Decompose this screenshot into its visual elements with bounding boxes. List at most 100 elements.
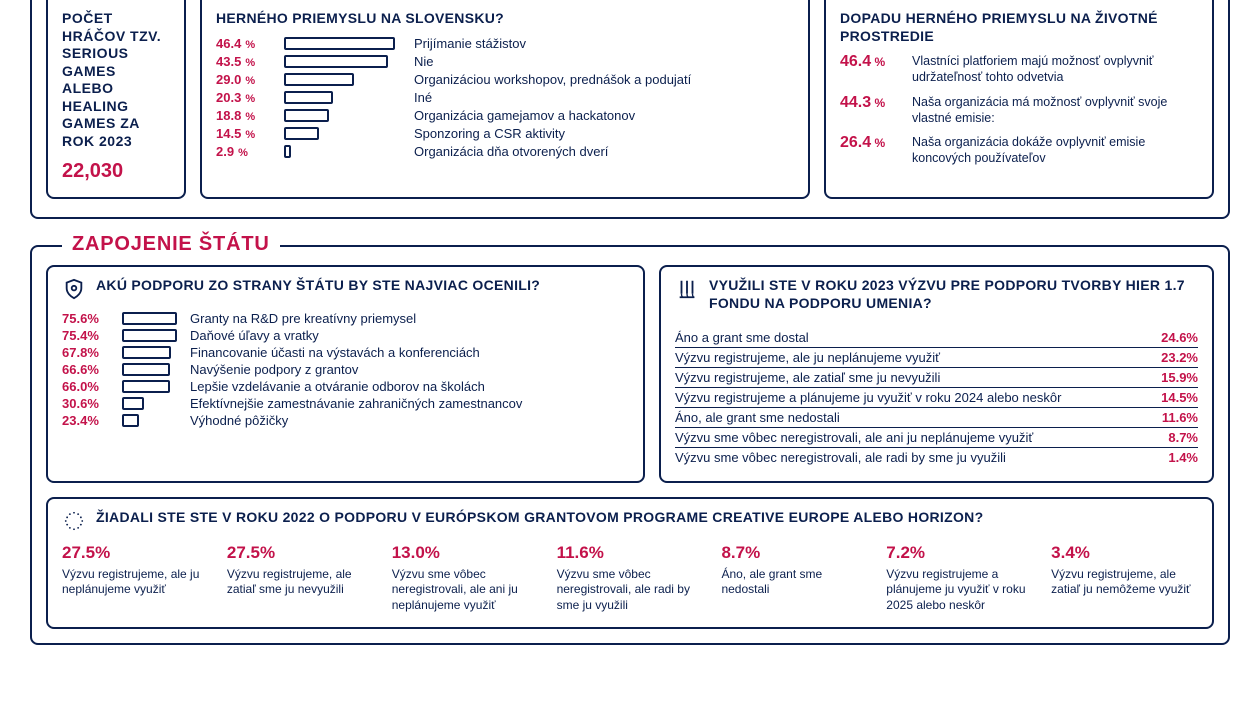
bar-track	[284, 55, 404, 68]
bar-box	[122, 363, 170, 376]
bar-box	[122, 312, 177, 325]
support-label: Výhodné pôžičky	[190, 413, 288, 428]
env-panel: DOPADU HERNÉHO PRIEMYSLU NA ŽIVOTNÉ PROS…	[824, 0, 1214, 199]
industry-bar-row: 46.4 %Prijímanie stážistov	[216, 36, 794, 51]
support-bar-row: 75.6% Granty na R&D pre kreatívny priemys…	[62, 311, 629, 326]
bar-label: Nie	[414, 54, 434, 69]
fund-percent: 24.6%	[1161, 330, 1198, 345]
bar-box	[284, 145, 291, 158]
support-label: Granty na R&D pre kreatívny priemysel	[190, 311, 416, 326]
support-track	[122, 414, 180, 427]
env-row: 26.4 %Naša organizácia dokáže ovplyvniť …	[840, 134, 1198, 167]
bar-percent: 18.8 %	[216, 108, 274, 123]
env-row: 46.4 % Vlastníci platforiem majú možnosť …	[840, 53, 1198, 86]
env-row: 44.3 %Naša organizácia má možnosť ovplyv…	[840, 94, 1198, 127]
fund-row: Výzvu sme vôbec neregistrovali, ale ani …	[675, 428, 1198, 448]
support-percent: 75.4%	[62, 328, 112, 343]
support-label: Daňové úľavy a vratky	[190, 328, 319, 343]
fund-rows: Áno a grant sme dostal24.6% Výzvu registr…	[675, 328, 1198, 467]
bar-box	[284, 109, 329, 122]
fund-row: Výzvu registrujeme, ale ju neplánujeme v…	[675, 348, 1198, 368]
support-bar-row: 75.4% Daňové úľavy a vratky	[62, 328, 629, 343]
support-label: Lepšie vzdelávanie a otváranie odborov n…	[190, 379, 485, 394]
support-percent: 75.6%	[62, 311, 112, 326]
support-track	[122, 397, 180, 410]
fund-row: Výzvu registrujeme a plánujeme ju využiť…	[675, 388, 1198, 408]
support-track	[122, 380, 180, 393]
support-rows: 75.6% Granty na R&D pre kreatívny priemys…	[62, 311, 629, 428]
bar-percent: 46.4 %	[216, 36, 274, 51]
env-rows: 46.4 % Vlastníci platforiem majú možnosť …	[840, 53, 1198, 167]
support-label: Efektívnejšie zamestnávanie zahraničných…	[190, 396, 522, 411]
bar-box	[122, 414, 139, 427]
fund-row: Áno a grant sme dostal24.6%	[675, 328, 1198, 348]
eu-label: Výzvu registrujeme, ale ju neplánujeme v…	[62, 567, 209, 598]
shield-icon	[62, 277, 86, 301]
support-percent: 66.0%	[62, 379, 112, 394]
bar-box	[122, 380, 170, 393]
fund-percent: 15.9%	[1161, 370, 1198, 385]
eu-percent: 11.6%	[557, 543, 704, 563]
eu-percent: 8.7%	[721, 543, 868, 563]
support-percent: 23.4%	[62, 413, 112, 428]
support-track	[122, 312, 180, 325]
fund-icon	[675, 277, 699, 301]
eu-stars-icon	[62, 509, 86, 533]
industry-bar-row: 29.0 %Organizáciou workshopov, prednášok…	[216, 72, 794, 87]
support-track	[122, 346, 180, 359]
page: POČET HRÁČOV TZV. SERIOUS GAMES ALEBO HE…	[0, 0, 1260, 645]
eu-column: 13.0%Výzvu sme vôbec neregistrovali, ale…	[392, 543, 539, 614]
fund-percent: 11.6%	[1162, 410, 1198, 425]
industry-bar-row: 14.5 %Sponzoring a CSR aktivity	[216, 126, 794, 141]
fund-row: Áno, ale grant sme nedostali 11.6%	[675, 408, 1198, 428]
fund-label: Áno, ale grant sme nedostali	[675, 410, 840, 425]
support-bar-row: 66.0% Lepšie vzdelávanie a otváranie odbo…	[62, 379, 629, 394]
eu-percent: 7.2%	[886, 543, 1033, 563]
fund-percent: 8.7%	[1168, 430, 1198, 445]
eu-column: 27.5% Výzvu registrujeme, ale ju neplánuj…	[62, 543, 209, 614]
support-bar-row: 30.6% Efektívnejšie zamestnávanie zahrani…	[62, 396, 629, 411]
bar-label: Sponzoring a CSR aktivity	[414, 126, 565, 141]
fund-row: Výzvu registrujeme, ale zatiaľ sme ju ne…	[675, 368, 1198, 388]
fund-title: VYUŽILI STE V ROKU 2023 VÝZVU PRE PODPOR…	[709, 277, 1198, 312]
bar-track	[284, 127, 404, 140]
env-title: DOPADU HERNÉHO PRIEMYSLU NA ŽIVOTNÉ PROS…	[840, 10, 1198, 45]
bar-percent: 29.0 %	[216, 72, 274, 87]
eu-percent: 3.4%	[1051, 543, 1198, 563]
support-bar-row: 66.6%Navýšenie podpory z grantov	[62, 362, 629, 377]
eu-percent: 27.5%	[62, 543, 209, 563]
env-percent: 26.4 %	[840, 134, 898, 167]
support-track	[122, 329, 180, 342]
fund-label: Výzvu registrujeme, ale ju neplánujeme v…	[675, 350, 940, 365]
bar-track	[284, 109, 404, 122]
support-panel: AKÚ PODPORU ZO STRANY ŠTÁTU BY STE NAJVI…	[46, 265, 645, 483]
env-percent: 46.4 %	[840, 53, 898, 86]
state-section: ZAPOJENIE ŠTÁTU AKÚ PODPORU ZO STRANY ŠT…	[30, 245, 1230, 645]
bar-box	[284, 127, 319, 140]
support-bar-row: 23.4% Výhodné pôžičky	[62, 413, 629, 428]
eu-column: 7.2%Výzvu registrujeme a plánujeme ju vy…	[886, 543, 1033, 614]
bar-percent: 2.9 %	[216, 144, 274, 159]
fund-label: Výzvu registrujeme a plánujeme ju využiť…	[675, 390, 1061, 405]
top-row: POČET HRÁČOV TZV. SERIOUS GAMES ALEBO HE…	[30, 0, 1230, 219]
section-title-wrap: ZAPOJENIE ŠTÁTU	[62, 233, 280, 256]
players-label: POČET HRÁČOV TZV. SERIOUS GAMES ALEBO HE…	[62, 10, 170, 150]
eu-column: 11.6%Výzvu sme vôbec neregistrovali, ale…	[557, 543, 704, 614]
eu-panel: ŽIADALI STE STE V ROKU 2022 O PODPORU V …	[46, 497, 1214, 629]
eu-title: ŽIADALI STE STE V ROKU 2022 O PODPORU V …	[96, 509, 983, 527]
eu-column: 27.5%Výzvu registrujeme, ale zatiaľ sme …	[227, 543, 374, 614]
players-value: 22,030	[62, 160, 170, 183]
bar-box	[284, 91, 333, 104]
bar-box	[122, 346, 171, 359]
fund-percent: 1.4%	[1168, 450, 1198, 465]
bar-track	[284, 37, 404, 50]
bar-box	[122, 397, 144, 410]
eu-percent: 13.0%	[392, 543, 539, 563]
industry-bar-row: 43.5 %Nie	[216, 54, 794, 69]
support-percent: 30.6%	[62, 396, 112, 411]
fund-label: Výzvu sme vôbec neregistrovali, ale radi…	[675, 450, 1006, 465]
eu-label: Výzvu registrujeme, ale zatiaľ sme ju ne…	[227, 567, 374, 598]
bar-percent: 20.3 %	[216, 90, 274, 105]
env-label: Vlastníci platforiem majú možnosť ovplyv…	[912, 53, 1198, 86]
support-label: Navýšenie podpory z grantov	[190, 362, 358, 377]
